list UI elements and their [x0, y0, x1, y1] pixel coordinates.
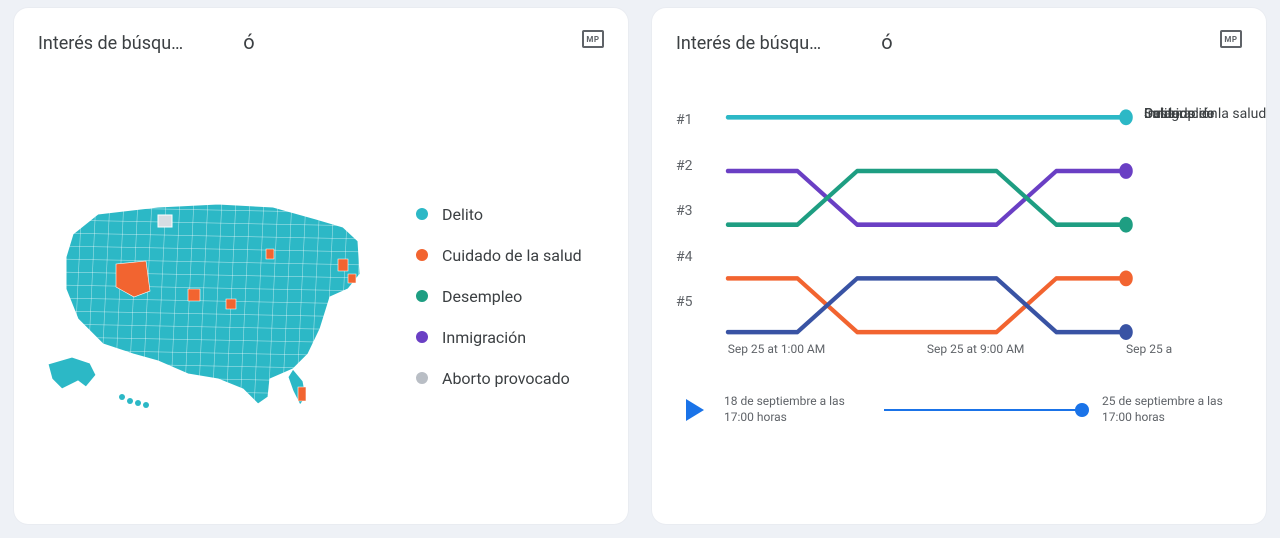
rank-x-ticks: Sep 25 at 1:00 AM Sep 25 at 9:00 AM Sep 25… [720, 342, 1242, 366]
legend-label: Desempleo [442, 287, 522, 306]
legend-item[interactable]: Desempleo [416, 287, 604, 306]
legend-dot [416, 249, 428, 261]
rank-label: #5 [676, 294, 720, 310]
timeline-end-label: 25 de septiembre a las 17:00 horas [1102, 394, 1242, 425]
card-body: #1 #2 #3 #4 #5 DelitoSalariosCuidado de la s… [676, 66, 1242, 506]
rank-label: #4 [676, 249, 720, 265]
legend-label: Inmigración [442, 328, 526, 347]
legend-item[interactable]: Cuidado de la salud [416, 246, 604, 265]
header-left: Interés de búsqu… ó [676, 30, 893, 54]
legend-item[interactable]: Delito [416, 205, 604, 224]
series-end-label: Desempleo [1144, 106, 1214, 122]
timeline-track[interactable] [884, 400, 1082, 420]
timeline-start-label: 18 de septiembre a las 17:00 horas [724, 394, 864, 425]
x-tick-label: Sep 25 a [1126, 342, 1172, 356]
timeline-control: 18 de septiembre a las 17:00 horas 25 de… [676, 394, 1242, 425]
embed-icon[interactable]: MP [582, 30, 604, 48]
legend-label: Aborto provocado [442, 369, 570, 388]
rank-chart: #1 #2 #3 #4 #5 DelitoSalariosCuidado de la s… [676, 106, 1242, 366]
card-title: Interés de búsqu… [38, 33, 183, 54]
map-legend: Delito Cuidado de la salud Desempleo Inmigr… [406, 205, 604, 388]
legend-dot [416, 290, 428, 302]
usa-map[interactable] [38, 179, 378, 413]
rank-label: #1 [676, 112, 720, 128]
accent-character: ó [243, 30, 254, 54]
x-tick-label: Sep 25 at 9:00 AM [927, 342, 1025, 356]
rank-chart-card: Interés de búsqu… ó MP #1 #2 #3 #4 #5 Delito… [652, 8, 1266, 524]
map-card: Interés de búsqu… ó MP Delito Cuidado de … [14, 8, 628, 524]
rank-plot-area: DelitoSalariosCuidado de la saludInmigra… [720, 106, 1242, 366]
rank-label: #3 [676, 203, 720, 219]
accent-character: ó [881, 30, 892, 54]
legend-dot [416, 372, 428, 384]
legend-label: Delito [442, 205, 483, 224]
card-header: Interés de búsqu… ó MP [676, 30, 1242, 66]
timeline-handle[interactable] [1075, 403, 1089, 417]
header-left: Interés de búsqu… ó [38, 30, 255, 54]
embed-icon[interactable]: MP [1220, 30, 1242, 48]
x-tick-label: Sep 25 at 1:00 AM [728, 342, 826, 356]
legend-item[interactable]: Aborto provocado [416, 369, 604, 388]
legend-dot [416, 208, 428, 220]
legend-label: Cuidado de la salud [442, 246, 582, 265]
timeline-line [884, 409, 1082, 411]
rank-y-labels: #1 #2 #3 #4 #5 [676, 106, 720, 366]
legend-dot [416, 331, 428, 343]
rank-label: #2 [676, 158, 720, 174]
card-header: Interés de búsqu… ó MP [38, 30, 604, 66]
card-body: Delito Cuidado de la salud Desempleo Inmigr… [38, 66, 604, 506]
embed-badge-text: MP [1224, 35, 1237, 44]
card-title: Interés de búsqu… [676, 33, 821, 54]
legend-item[interactable]: Inmigración [416, 328, 604, 347]
embed-badge-text: MP [586, 35, 599, 44]
play-button[interactable] [686, 399, 704, 421]
